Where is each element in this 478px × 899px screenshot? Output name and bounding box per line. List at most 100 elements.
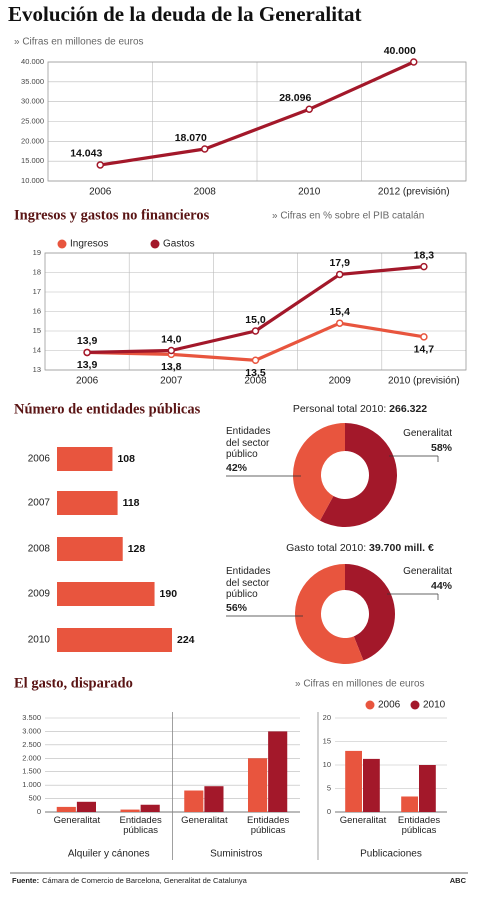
data-label: 224 bbox=[177, 634, 195, 646]
data-label: 17,9 bbox=[329, 257, 350, 269]
y-tick-label: 10 bbox=[323, 760, 331, 769]
source-label: Fuente: bbox=[12, 876, 39, 885]
y-tick-label: 2.000 bbox=[22, 753, 41, 762]
legend-swatch bbox=[57, 239, 67, 249]
plot-frame bbox=[47, 61, 467, 182]
y-tick-label: 20.000 bbox=[21, 136, 44, 145]
slice-value: 58% bbox=[430, 442, 452, 454]
slice-value: 44% bbox=[430, 580, 452, 592]
bar bbox=[56, 806, 76, 812]
point bbox=[83, 348, 91, 357]
point bbox=[410, 58, 418, 66]
y-tick-label: 2.500 bbox=[22, 740, 41, 749]
y-tick-label: 16 bbox=[33, 306, 41, 315]
x-tick-label: Entidades públicas bbox=[119, 815, 162, 837]
y-tick-label: 3.000 bbox=[22, 726, 41, 735]
data-label: 118 bbox=[123, 497, 140, 509]
data-label: 13,5 bbox=[245, 367, 266, 379]
data-label: 128 bbox=[128, 543, 146, 555]
y-tick-label: 2008 bbox=[28, 544, 51, 555]
bar bbox=[184, 790, 204, 812]
x-tick-label: 2010 bbox=[298, 187, 321, 198]
chart-subtitle: » Cifras en millones de euros bbox=[14, 37, 144, 48]
data-label: 18.070 bbox=[175, 132, 207, 144]
pie-total: 266.322 bbox=[389, 403, 428, 415]
x-tick-label: 2008 bbox=[244, 376, 267, 387]
bar bbox=[57, 491, 118, 515]
pie-title: Gasto total 2010: 39.700 mill. € bbox=[250, 542, 470, 554]
y-tick-label: 1.000 bbox=[22, 780, 41, 789]
legend-label: Gastos bbox=[163, 239, 195, 250]
x-tick-label: Entidades públicas bbox=[397, 815, 441, 837]
y-tick-label: 14 bbox=[33, 345, 41, 354]
x-tick-label: 2006 bbox=[76, 376, 99, 387]
x-tick-label: 2006 bbox=[89, 187, 112, 198]
data-label: 18,3 bbox=[414, 249, 435, 261]
chart-title: El gasto, disparado bbox=[14, 675, 133, 691]
data-label: 13,9 bbox=[77, 359, 98, 371]
data-label: 13,8 bbox=[161, 361, 182, 373]
point bbox=[251, 356, 260, 364]
bar bbox=[120, 809, 140, 812]
y-tick-label: 17 bbox=[33, 287, 41, 296]
x-tick-label: Generalitat bbox=[53, 815, 101, 826]
slice-value: 56% bbox=[226, 602, 248, 614]
y-tick-label: 2007 bbox=[28, 498, 51, 509]
group-label: Alquiler y cánones bbox=[68, 849, 150, 860]
x-tick-label: Generalitat bbox=[181, 815, 228, 826]
bar bbox=[204, 786, 224, 812]
line bbox=[100, 60, 415, 167]
chart-title: Ingresos y gastos no financieros bbox=[14, 207, 210, 223]
pie-total: 39.700 mill. € bbox=[369, 542, 434, 554]
footer-source: Fuente: Cámara de Comercio de Barcelona, … bbox=[12, 876, 248, 885]
chart-subtitle: » Cifras en % sobre el PIB catalán bbox=[272, 211, 424, 222]
pie-title-text: Personal total 2010: bbox=[292, 403, 387, 415]
y-tick-label: 15 bbox=[33, 326, 41, 335]
brand: ABC bbox=[450, 876, 467, 885]
group-label: Suministros bbox=[210, 849, 262, 860]
point bbox=[96, 161, 104, 169]
y-tick-label: 10.000 bbox=[21, 176, 44, 185]
bar bbox=[57, 628, 172, 652]
x-tick-label: Entidades públicas bbox=[246, 815, 290, 837]
bar bbox=[401, 796, 418, 812]
y-tick-label: 2010 bbox=[28, 635, 51, 646]
slice-label: Generalitat bbox=[403, 566, 452, 577]
group-label: Publicaciones bbox=[360, 849, 422, 860]
data-label: 190 bbox=[160, 588, 178, 600]
y-tick-label: 18 bbox=[33, 267, 41, 276]
slice-label: Entidades del sector público bbox=[226, 566, 271, 600]
data-label: 28.096 bbox=[279, 92, 311, 104]
chart-title: Evolución de la deuda de la Generalitat bbox=[8, 2, 362, 26]
x-tick-label: 2007 bbox=[160, 376, 183, 387]
y-tick-label: 2006 bbox=[28, 454, 51, 465]
y-tick-label: 2009 bbox=[28, 589, 51, 600]
y-tick-label: 1.500 bbox=[22, 767, 41, 776]
legend-swatch bbox=[365, 700, 375, 710]
bar bbox=[57, 582, 155, 606]
bar bbox=[419, 765, 436, 812]
pie-title: Personal total 2010: 266.322 bbox=[250, 403, 470, 415]
slice-label: Generalitat bbox=[403, 428, 452, 439]
y-tick-label: 15 bbox=[323, 736, 331, 745]
data-label: 40.000 bbox=[384, 45, 416, 57]
x-tick-label: 2009 bbox=[329, 376, 352, 387]
y-tick-label: 30.000 bbox=[21, 97, 44, 106]
data-label: 13,9 bbox=[77, 335, 98, 347]
pie-title-text: Gasto total 2010: bbox=[286, 542, 367, 554]
data-label: 15,0 bbox=[245, 314, 266, 326]
bar bbox=[140, 804, 160, 812]
bar bbox=[268, 731, 288, 812]
x-tick-label: 2008 bbox=[194, 187, 217, 198]
y-tick-label: 25.000 bbox=[21, 116, 44, 125]
slice-value: 42% bbox=[226, 462, 248, 474]
data-label: 14.043 bbox=[70, 148, 102, 160]
y-tick-label: 15.000 bbox=[21, 156, 44, 165]
chart-title: Número de entidades públicas bbox=[14, 401, 201, 417]
y-tick-label: 5 bbox=[327, 783, 331, 792]
pie-slice bbox=[294, 564, 364, 664]
data-label: 15,4 bbox=[329, 306, 350, 318]
